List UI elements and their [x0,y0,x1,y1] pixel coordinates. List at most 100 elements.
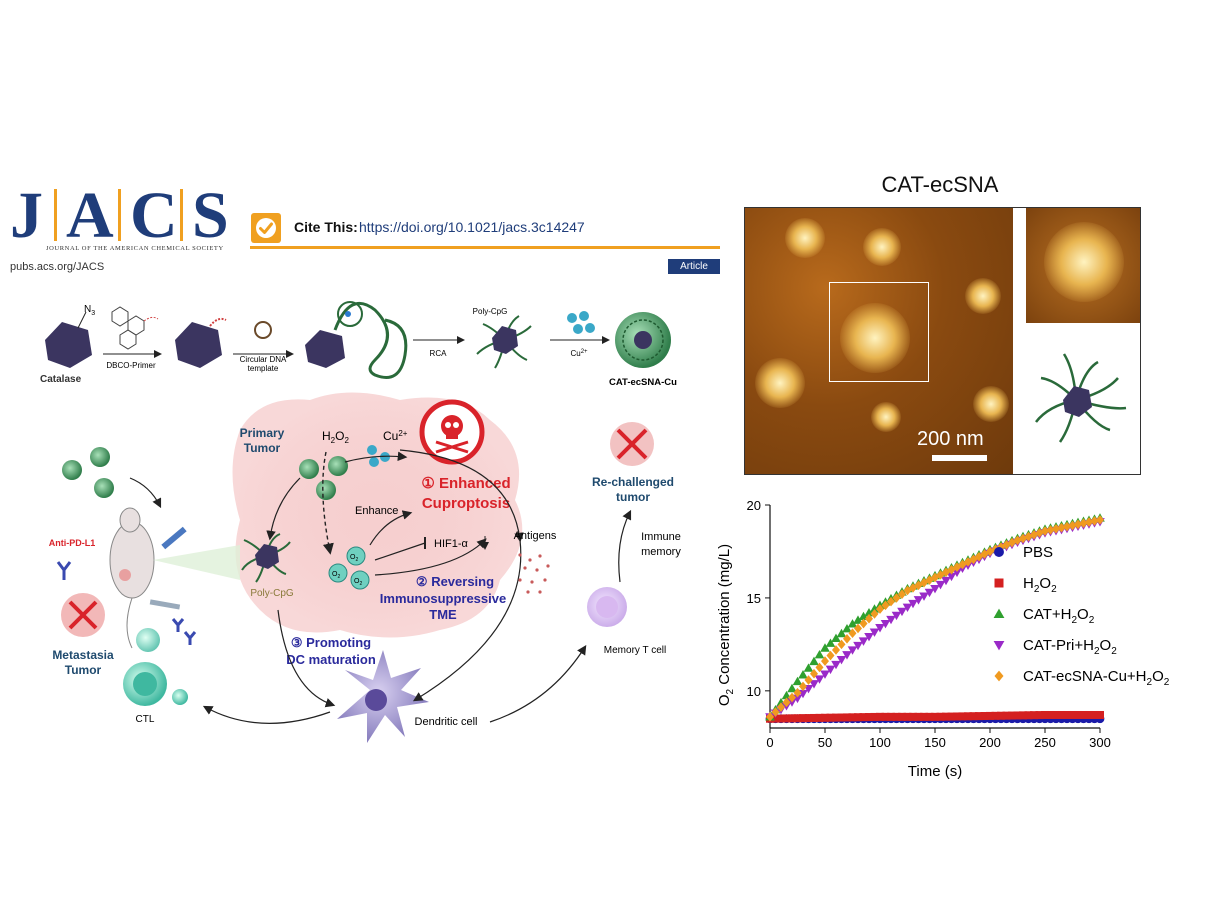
data-point [826,650,835,661]
data-point [1057,522,1066,533]
mouse-icon [109,507,155,649]
afm-zoom-image [1026,208,1140,323]
data-point [946,572,957,582]
data-point [777,714,785,723]
data-point [853,641,863,651]
data-point [913,596,924,605]
cross-icon [68,600,98,630]
data-point [964,712,972,721]
circular-dna-label: Circular DNA [240,355,287,364]
data-point [798,670,808,679]
data-point [924,588,935,598]
n3-label: N [84,304,91,315]
data-point [870,609,879,619]
data-point [1030,711,1038,720]
data-point [1085,710,1093,719]
data-point [947,564,956,575]
jacs-logo: J A C S JOURNAL OF THE AMERICAN CHEMICAL… [10,179,240,255]
legend-marker [994,547,1004,557]
data-point [930,585,940,594]
logo-letter-a: A [66,179,114,252]
x-tick-label: 100 [869,735,891,750]
data-point [859,713,868,722]
data-point [1096,710,1104,719]
data-point [908,599,918,609]
dbco-primer-label: DBCO-Primer [106,361,156,370]
svg-text:Cuproptosis: Cuproptosis [422,495,510,512]
doi-link[interactable]: https://doi.org/10.1021/jacs.3c14247 [359,219,585,235]
o2-chart: 0 50 100 150 200 250 300 10 15 20 PBS H2O2 CAT+H2O2… [716,498,1170,780]
data-point [831,660,841,670]
catalase-label: Catalase [40,374,82,385]
cite-label: Cite This: [294,219,358,235]
data-point [876,604,884,614]
data-point [1052,710,1060,719]
legend-label: CAT+H2O2 [1023,606,1095,626]
data-point [1041,526,1049,536]
data-point [771,707,780,717]
data-point [869,628,880,637]
data-point [1002,539,1011,550]
data-point [997,711,1005,720]
data-point [804,675,813,685]
data-point [1090,516,1099,526]
oxygen-bubbles-icon [328,546,370,590]
data-point [909,583,917,593]
legend-label: PBS [1023,544,1053,561]
poly-cpg-top-label: Poly-CpG [473,307,508,316]
data-point [836,628,847,638]
data-point [1008,711,1016,720]
pubs-url[interactable]: pubs.acs.org/JACS [10,261,105,273]
data-point [898,712,906,721]
checkmark-icon [251,213,281,243]
data-point [1046,525,1055,535]
data-point [809,656,819,666]
data-point [836,656,847,665]
y-axis-label: O2 Concentration (mg/L) [716,544,736,706]
data-point [914,712,923,721]
catalase-poly-cpg-icon [476,315,532,369]
data-point [826,713,835,722]
copper-ions-icon [367,445,390,467]
svg-text:Tumor: Tumor [244,441,281,455]
data-point [931,712,939,721]
data-point [842,623,852,633]
chart-legend: PBS H2O2 CAT+H2O2 CAT-Pri+H2O2 CAT-ecSNA-Cu+… [993,544,1170,688]
antibody-icon [56,561,197,645]
data-point [936,712,945,721]
data-point [854,713,862,722]
data-point [1057,710,1066,719]
y-tick-label: 10 [747,684,761,699]
afm-frame [744,207,1141,475]
data-point [880,619,891,629]
rca-label: RCA [430,349,448,358]
data-point [782,714,791,723]
syringe-icon [149,526,187,610]
data-point [814,675,825,684]
data-point [897,607,907,617]
svg-text:O2: O2 [332,571,340,580]
afm-image [745,208,1013,474]
antigens-label: Antigens [514,530,557,542]
cat-ecsna-schematic-icon [1035,353,1127,443]
data-point [991,711,1000,720]
data-point [803,663,814,672]
data-point [847,646,858,655]
nanoparticle-icon [328,456,348,476]
catalase-rca-icon [305,330,345,368]
data-point [792,676,803,686]
x-tick-label: 0 [766,735,773,750]
data-point [919,592,929,601]
data-point [782,697,791,708]
data-point [1024,711,1033,720]
data-point [788,692,796,703]
data-point [1019,711,1027,720]
x-tick-label: 50 [818,735,832,750]
dbco-structure-icon [111,306,159,350]
svg-text:Tumor: Tumor [65,663,102,677]
data-point [853,615,863,624]
data-point [810,713,818,722]
data-point [947,712,956,721]
data-point [975,712,983,721]
data-point [892,593,901,603]
